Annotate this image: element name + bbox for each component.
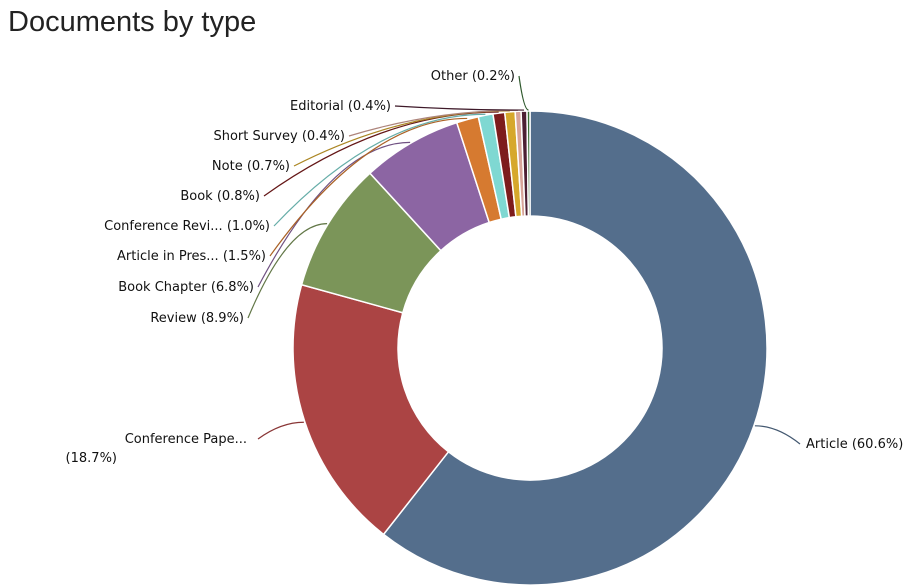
slice-label-short-survey: Short Survey (0.4%) [213,129,345,144]
leader-line-other [518,75,529,111]
slice-label-line: Book (0.8%) [180,189,260,204]
slice-label-editorial: Editorial (0.4%) [290,99,391,114]
donut-slices [292,110,768,586]
slice-label-line: (18.7%) [66,451,117,466]
leader-line-article-in-press [269,117,468,257]
slice-label-line: Article in Pres... (1.5%) [117,249,266,264]
leader-line-editorial [394,105,525,111]
slice-label-line: Conference Pape... [125,432,247,447]
slice-label-conference-review: Conference Revi... (1.0%) [104,219,270,234]
leader-line-conference-paper [257,421,304,440]
slice-label-line: Editorial (0.4%) [290,99,391,114]
slice-label-book-chapter: Book Chapter (6.8%) [118,280,254,295]
slice-article[interactable] [382,110,768,586]
chart-title: Documents by type [8,6,257,38]
slice-label-review: Review (8.9%) [150,311,244,326]
slice-label-article: Article (60.6%) [806,437,903,452]
slice-label-line: Conference Revi... (1.0%) [104,219,270,234]
slice-other[interactable] [526,110,531,217]
leader-line-book [263,111,499,197]
leader-line-short-survey [348,109,519,137]
slice-label-other: Other (0.2%) [431,69,515,84]
slice-labels: Article (60.6%) Conference Pape... (18.7%)… [66,69,904,466]
slice-conference-paper[interactable] [292,283,450,536]
slice-label-line: Other (0.2%) [431,69,515,84]
slice-label-line: Note (0.7%) [212,159,290,174]
slice-label-book: Book (0.8%) [180,189,260,204]
leader-line-review [247,223,328,319]
slice-label-line: Book Chapter (6.8%) [118,280,254,295]
leader-line-conference-review [273,113,486,227]
slice-label-line: Review (8.9%) [150,311,244,326]
slice-label-line: Short Survey (0.4%) [213,129,345,144]
label-leader-lines [247,75,801,445]
slice-label-conference-paper: Conference Pape... (18.7%) [66,432,247,466]
leader-line-book-chapter [257,141,411,288]
slice-label-line: Article (60.6%) [806,437,903,452]
slice-label-article-in-press: Article in Pres... (1.5%) [117,249,266,264]
slice-label-note: Note (0.7%) [212,159,290,174]
leader-line-article [754,425,801,445]
